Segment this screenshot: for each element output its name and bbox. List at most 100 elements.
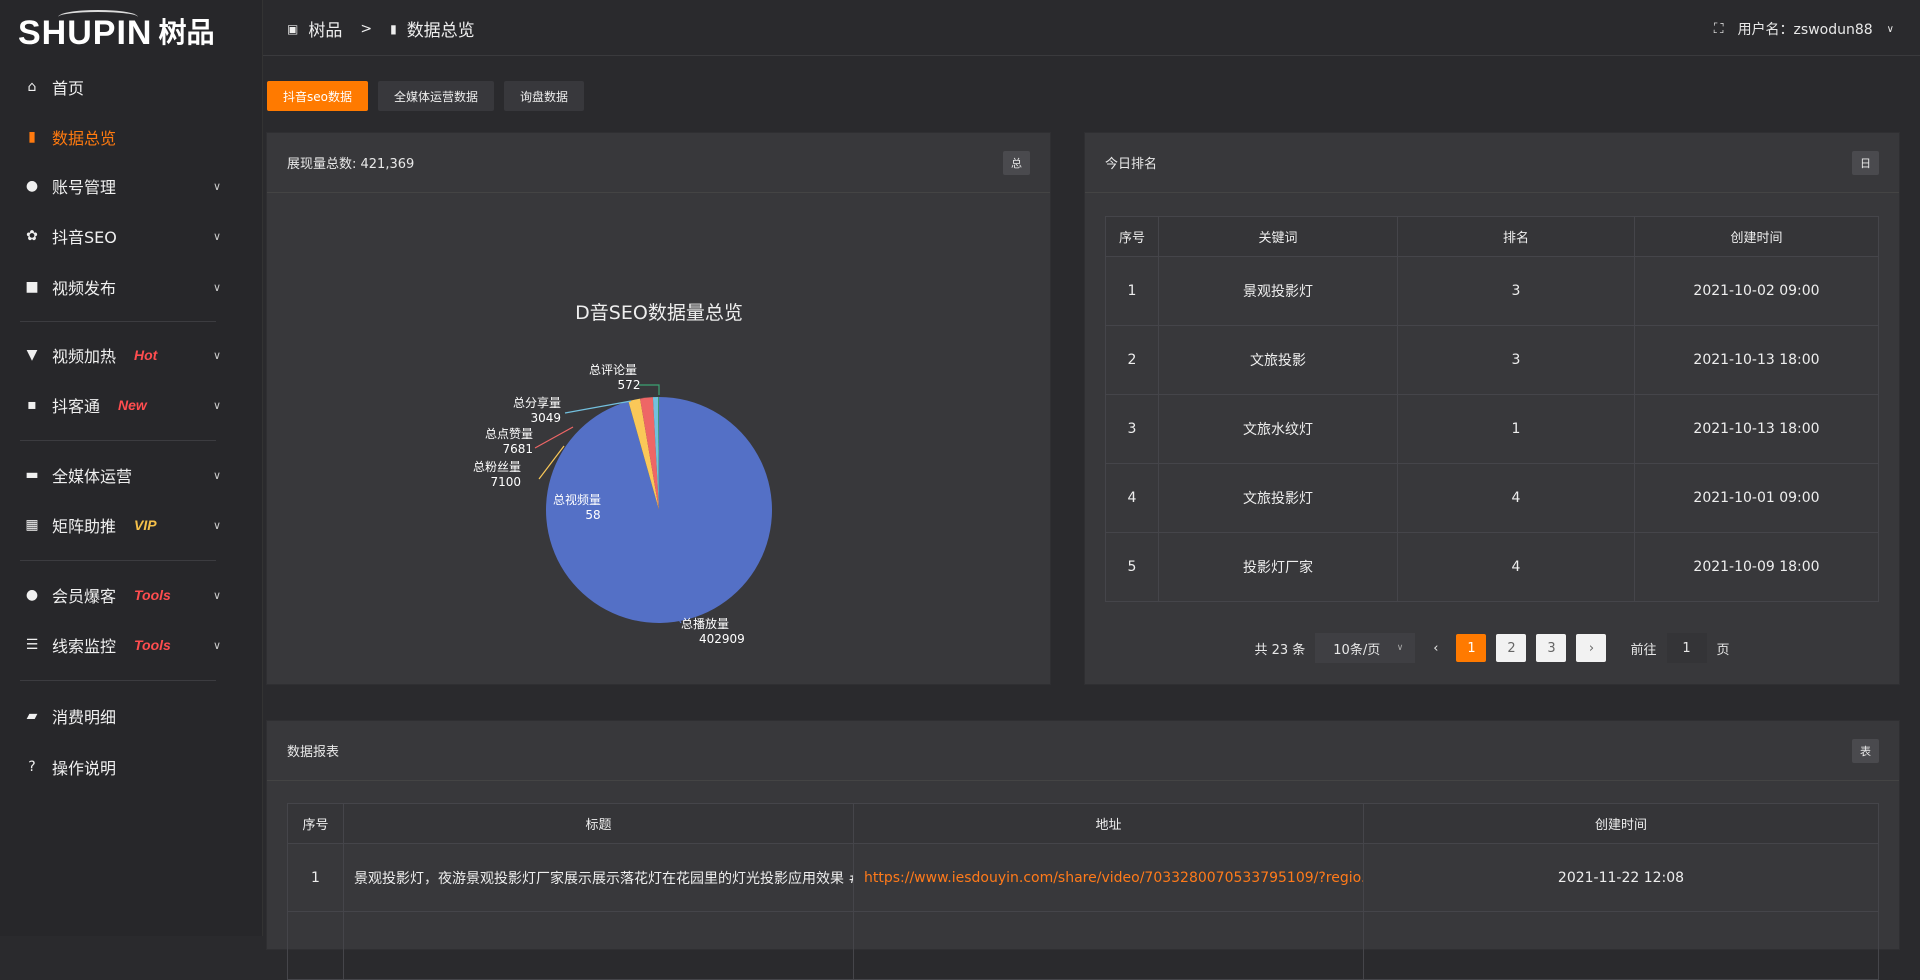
panel-title: 数据报表 <box>287 745 340 760</box>
prev-page-button[interactable]: ‹ <box>1433 640 1439 656</box>
sidebar-item-video-publish[interactable]: ■ 视频发布 ∨ <box>0 267 263 307</box>
table-cell: 景观投影灯 <box>1158 256 1398 326</box>
lead-monitor-icon: ☰ <box>25 637 39 653</box>
table-cell: 文旅投影 <box>1158 325 1398 395</box>
sidebar-item-video-boost[interactable]: ▼ 视频加热 Hot ∨ <box>0 335 263 375</box>
sidebar-item-doukeitong[interactable]: ▪ 抖客通 New ∨ <box>0 385 263 425</box>
panel-badge: 表 <box>1852 738 1879 763</box>
table-row[interactable]: 5 投影灯厂家 4 2021-10-09 18:00 <box>1105 532 1879 602</box>
slice-label: 总分享量 <box>513 395 561 410</box>
sidebar-item-data-overview[interactable]: ▮ 数据总览 <box>0 117 263 157</box>
table-cell: 4 <box>1397 463 1635 533</box>
table-cell: 2021-11-22 12:08 <box>1363 843 1879 912</box>
column-header: 排名 <box>1397 216 1635 257</box>
sidebar-item-account[interactable]: ● 账号管理 ∨ <box>0 166 263 206</box>
sidebar: SHUPIN 树品 ⌂ 首页 ▮ 数据总览 ● 账号管理 ∨ ✿ 抖音SEO ∨ ■ 视频发布 ∨ ▼ 视频加… <box>0 0 263 936</box>
sidebar-item-label: 抖音SEO <box>52 228 117 247</box>
column-header: 创建时间 <box>1363 803 1879 844</box>
pie-slice[interactable] <box>652 397 659 510</box>
page-2[interactable]: 2 <box>1496 634 1527 662</box>
sidebar-item-label: 线索监控 <box>52 637 117 656</box>
tab-douyin-seo[interactable]: 抖音seo数据 <box>267 81 368 111</box>
divider <box>20 560 216 561</box>
table-row[interactable]: 1 景观投影灯 3 2021-10-02 09:00 <box>1105 256 1879 326</box>
table-cell[interactable]: https://www.iesdouyin.com/share/video/70… <box>853 843 1364 912</box>
logo: SHUPIN 树品 <box>18 10 214 50</box>
sidebar-item-all-media[interactable]: ▬ 全媒体运营 ∨ <box>0 455 263 495</box>
chart-title: D音SEO数据量总览 <box>575 302 743 324</box>
page-size-select[interactable]: 10条/页 ∨ <box>1315 633 1416 663</box>
table-cell: 3 <box>1397 256 1635 326</box>
username[interactable]: 用户名：zswodun88 <box>1737 22 1873 38</box>
slice-label: 总评论量 <box>589 363 637 377</box>
panel-title: 展现量总数: 421,369 <box>287 157 415 172</box>
tab-inquiry[interactable]: 询盘数据 <box>504 81 585 111</box>
panel-title: 今日排名 <box>1105 157 1158 172</box>
sidebar-tag: Tools <box>134 637 171 653</box>
table-cell: 2021-10-02 09:00 <box>1634 256 1879 326</box>
table-cell: 4 <box>1105 463 1159 533</box>
consumption-icon: ▰ <box>26 708 38 724</box>
breadcrumb-root[interactable]: 树品 <box>308 21 343 41</box>
sidebar-item-lead-monitor[interactable]: ☰ 线索监控 Tools ∨ <box>0 625 263 665</box>
divider <box>20 440 216 441</box>
sidebar-item-douyin-seo[interactable]: ✿ 抖音SEO ∨ <box>0 216 263 256</box>
page-3[interactable]: 3 <box>1536 634 1567 662</box>
instructions-icon: ? <box>28 759 36 775</box>
goto-page-input[interactable]: 1 <box>1666 633 1707 663</box>
table-row[interactable]: 4 文旅投影灯 4 2021-10-01 09:00 <box>1105 463 1879 533</box>
page-suffix: 页 <box>1716 642 1730 658</box>
sidebar-item-label: 矩阵助推 <box>52 517 117 536</box>
next-page-button[interactable]: › <box>1576 634 1607 662</box>
divider <box>20 680 216 681</box>
pie-slice[interactable] <box>640 397 659 510</box>
sidebar-item-consumption[interactable]: ▰ 消费明细 <box>0 696 263 736</box>
slice-value: 7681 <box>502 442 533 456</box>
pie-slice[interactable] <box>628 398 659 510</box>
video-publish-icon: ■ <box>25 279 39 295</box>
table-cell: 文旅水纹灯 <box>1158 394 1398 464</box>
data-tabs: 抖音seo数据 全媒体运营数据 询盘数据 <box>267 81 585 111</box>
logo-cn: 树品 <box>158 16 215 49</box>
slice-label: 总播放量 <box>681 616 729 631</box>
sidebar-item-label: 首页 <box>52 79 85 98</box>
chevron-down-icon: ∨ <box>1396 643 1404 653</box>
page-1[interactable]: 1 <box>1456 634 1487 662</box>
sidebar-item-matrix[interactable]: ▦ 矩阵助推 VIP ∨ <box>0 505 263 545</box>
matrix-icon: ▦ <box>25 517 39 533</box>
table-cell: 4 <box>1397 532 1635 602</box>
column-header: 序号 <box>1105 216 1159 257</box>
table-cell: 2021-10-13 18:00 <box>1634 394 1879 464</box>
pagination: 共 23 条 10条/页 ∨ ‹ 1 2 3 › 前往 1 页 <box>1085 633 1899 663</box>
data-overview-icon: ▮ <box>28 129 36 145</box>
pie-slice[interactable] <box>628 401 659 510</box>
bar-chart-icon: ▮ <box>390 21 397 36</box>
sidebar-item-label: 账号管理 <box>52 178 117 197</box>
slice-label: 总点赞量 <box>485 427 533 441</box>
label-line <box>538 445 565 480</box>
sidebar-item-label: 全媒体运营 <box>52 467 133 486</box>
goto-label: 前往 <box>1630 642 1657 658</box>
panel-badge: 总 <box>1003 150 1030 175</box>
chevron-down-icon: ∨ <box>212 588 221 602</box>
chevron-down-icon: ∨ <box>212 468 221 482</box>
table-cell: 3 <box>1105 394 1159 464</box>
table-cell: 3 <box>1397 325 1635 395</box>
breadcrumb-current: 数据总览 <box>406 21 475 41</box>
table-row[interactable]: 3 文旅水纹灯 1 2021-10-13 18:00 <box>1105 394 1879 464</box>
sidebar-item-member[interactable]: ● 会员爆客 Tools ∨ <box>0 575 263 615</box>
column-header: 关键词 <box>1158 216 1398 257</box>
chevron-down-icon: ∨ <box>212 518 221 532</box>
tab-all-media[interactable]: 全媒体运营数据 <box>377 81 494 111</box>
fullscreen-icon[interactable]: ⛶ <box>1713 21 1724 37</box>
table-row[interactable]: 1 景观投影灯，夜游景观投影灯厂家展示展示落花灯在花园里的灯光投影应用效果 # ht… <box>287 843 1879 912</box>
sidebar-item-instructions[interactable]: ? 操作说明 <box>0 747 263 787</box>
chevron-down-icon[interactable]: ∨ <box>1886 23 1894 35</box>
breadcrumb-separator: > <box>360 20 373 37</box>
slice-value: 572 <box>618 378 641 392</box>
table-row[interactable]: 2 文旅投影 3 2021-10-13 18:00 <box>1105 325 1879 395</box>
report-panel: 数据报表表 序号 标题 地址 创建时间 1 景观投影灯，夜游景观投影灯厂家展示展示落花灯在… <box>266 720 1900 980</box>
table-cell: 1 <box>1105 256 1159 326</box>
sidebar-item-home[interactable]: ⌂ 首页 <box>0 67 263 107</box>
